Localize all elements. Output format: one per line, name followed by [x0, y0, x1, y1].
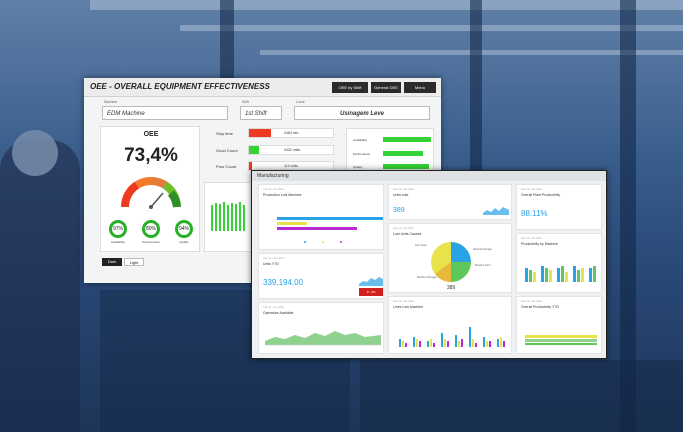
good-count-track	[248, 145, 334, 155]
production-lots-bars	[277, 217, 383, 243]
production-lots-tile[interactable]: Last 12 • Jan 2019 Production Lots Machi…	[258, 184, 384, 250]
oee-gauge-value: 73,4%	[124, 145, 178, 166]
poor-count-value: 112 units	[284, 164, 298, 168]
lines-lots-bars	[399, 327, 505, 347]
poor-count-label: Poor Count	[216, 164, 237, 169]
operators-tile[interactable]: Last 12 • Jan 2019 Operators Available	[258, 302, 384, 354]
units-ytd-badge: ▼ -6%	[359, 288, 383, 296]
tile-period: Last 12 • Jan 2019	[263, 188, 284, 191]
tile-period: Last 12 • Jan 2019	[393, 227, 414, 230]
good-count-value: 3432 units	[284, 148, 301, 152]
manufacturing-header: Manufacturing	[252, 171, 606, 181]
tile-period: Last 12 • Jan 2019	[521, 188, 542, 191]
lost-units-tile[interactable]: Last 12 • Jan 2019 Lost Units Causes Top…	[388, 223, 512, 293]
performance-metric-bar	[383, 151, 423, 156]
units-ytd-sparkline	[359, 277, 383, 286]
pie-legend-1: Material Damage	[473, 248, 493, 251]
performance-ring: 80%	[142, 220, 160, 238]
lost-units-total: 389	[446, 285, 456, 291]
plant-productivity-tile[interactable]: Last 12 • Jan 2019 Overall Plant Product…	[516, 184, 602, 230]
performance-ring-label: Performance	[142, 240, 160, 244]
quality-ring: 94%	[175, 220, 193, 238]
units-ytd-tile[interactable]: Last 12 • Jan 2019 Units YTD 339,194.00 …	[258, 253, 384, 299]
operators-area-chart	[265, 331, 381, 346]
oee-title: OEE - OVERALL EQUIPMENT EFFECTIVENESS	[90, 82, 270, 91]
overall-ytd-tile[interactable]: Last 12 • Jan 2019 Overall Productivity …	[516, 296, 602, 354]
oee-gauge-dial	[120, 176, 182, 209]
tile-period: Last 12 • Jan 2019	[393, 300, 414, 303]
poor-count-bar	[249, 162, 252, 170]
tile-title: Productivity by Machine	[521, 242, 558, 246]
stop-time-track	[248, 128, 334, 138]
machine-label: Machine	[104, 100, 118, 104]
tile-title: Lines Lots Machine	[393, 305, 424, 309]
menu-button[interactable]: Menu	[404, 82, 436, 93]
productivity-machine-tile[interactable]: Last 12 • Jan 2019 Productivity by Machi…	[516, 233, 602, 293]
oee-mini-bar-chart	[204, 182, 252, 252]
pie-legend-0: Top Cause	[415, 244, 427, 247]
units-ytd-value: 339,194.00	[263, 278, 304, 287]
tile-title: Operators Available	[263, 311, 294, 315]
oee-gauge-title: OEE	[143, 131, 159, 138]
pie-legend-2: Machine Error	[475, 264, 491, 267]
quality-metric-bar	[383, 164, 429, 169]
availability-metric-label: Availability	[353, 138, 368, 142]
tile-title: Units sold	[393, 193, 409, 197]
lost-units-pie	[431, 242, 471, 282]
tile-title: Overall Plant Productivity	[521, 193, 561, 197]
quality-metric-label: Quality	[353, 165, 363, 169]
dark-mode-button[interactable]: Dark	[102, 258, 122, 266]
quality-ring-label: Quality	[179, 240, 189, 244]
worker-silhouette	[0, 130, 80, 432]
plant-productivity-value: 88.11%	[521, 209, 548, 218]
availability-ring-label: Availability	[110, 240, 126, 244]
tile-title: Production Lots Machine	[263, 193, 302, 197]
local-field[interactable]: Usinagem Leve	[294, 106, 430, 120]
tile-period: Last 12 • Jan 2019	[521, 237, 542, 240]
good-count-bar	[249, 146, 259, 154]
shift-field[interactable]: 1st Shift	[240, 106, 282, 120]
pie-legend-3: Machine Damage	[417, 276, 437, 279]
tile-title: Lost Units Causes	[393, 232, 422, 236]
stop-time-bar	[249, 129, 271, 137]
light-mode-button[interactable]: Light	[124, 258, 144, 266]
tile-title: Overall Productivity YTD	[521, 305, 560, 309]
oee-gauge-card: OEE 73,4% 97% 80% 94% Availability Perfo…	[100, 126, 200, 252]
units-sold-value: 389	[393, 207, 405, 214]
tile-period: Last 12 • Jan 2019	[393, 188, 414, 191]
units-sold-tile[interactable]: Last 12 • Jan 2019 Units sold 389	[388, 184, 512, 220]
productivity-machine-bars	[525, 266, 596, 282]
availability-metric-bar	[383, 137, 431, 142]
general-oee-button[interactable]: General OEE	[371, 82, 401, 93]
tile-period: Last 12 • Jan 2019	[521, 300, 542, 303]
oee-by-shift-button[interactable]: OEE by Shift	[332, 82, 368, 93]
tile-title: Units YTD	[263, 262, 279, 266]
good-count-label: Good Count	[216, 148, 238, 153]
machine-field[interactable]: EDM Machine	[102, 106, 228, 120]
tile-period: Last 12 • Jan 2019	[263, 306, 284, 309]
performance-metric-label: Performance	[353, 152, 371, 156]
local-label: Local	[296, 100, 305, 104]
availability-ring: 97%	[109, 220, 127, 238]
overall-ytd-bars	[525, 335, 597, 345]
shift-label: Shift	[242, 100, 250, 104]
manufacturing-panel: Manufacturing Last 12 • Jan 2019 Product…	[251, 170, 607, 359]
manufacturing-title: Manufacturing	[257, 173, 289, 179]
tile-period: Last 12 • Jan 2019	[263, 257, 284, 260]
units-sold-sparkline	[483, 207, 509, 215]
oee-header: OEE - OVERALL EQUIPMENT EFFECTIVENESS OE…	[84, 78, 441, 97]
stop-time-value: 2484 min	[284, 131, 299, 135]
lines-lots-tile[interactable]: Last 12 • Jan 2019 Lines Lots Machine	[388, 296, 512, 354]
stop-time-label: Stop time	[216, 131, 233, 136]
